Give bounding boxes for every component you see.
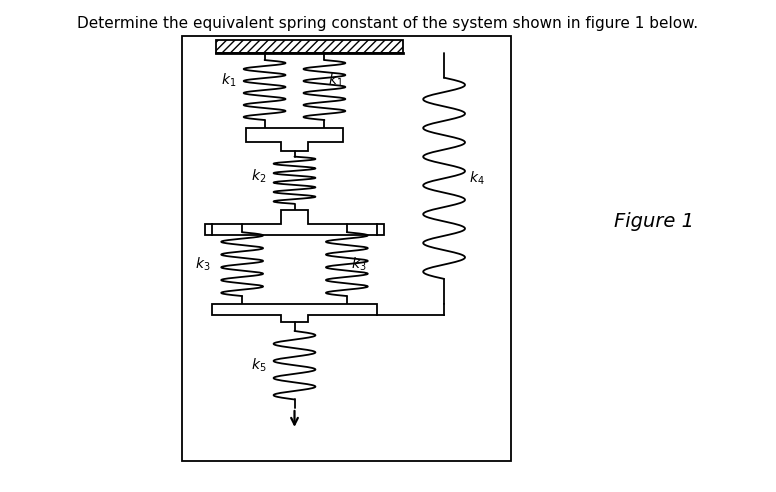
Text: $k_3$: $k_3$ (351, 255, 366, 273)
Text: $k_3$: $k_3$ (196, 255, 211, 273)
Text: Figure 1: Figure 1 (614, 213, 694, 231)
Polygon shape (246, 127, 343, 151)
Text: $k_1$: $k_1$ (221, 72, 236, 89)
Text: Determine the equivalent spring constant of the system shown in figure 1 below.: Determine the equivalent spring constant… (78, 16, 698, 31)
Text: $k_5$: $k_5$ (251, 357, 266, 374)
Polygon shape (205, 210, 384, 235)
Polygon shape (212, 304, 377, 322)
Text: $k_4$: $k_4$ (469, 170, 484, 187)
Text: $k_2$: $k_2$ (251, 167, 266, 184)
Text: $k_1$: $k_1$ (328, 72, 344, 89)
